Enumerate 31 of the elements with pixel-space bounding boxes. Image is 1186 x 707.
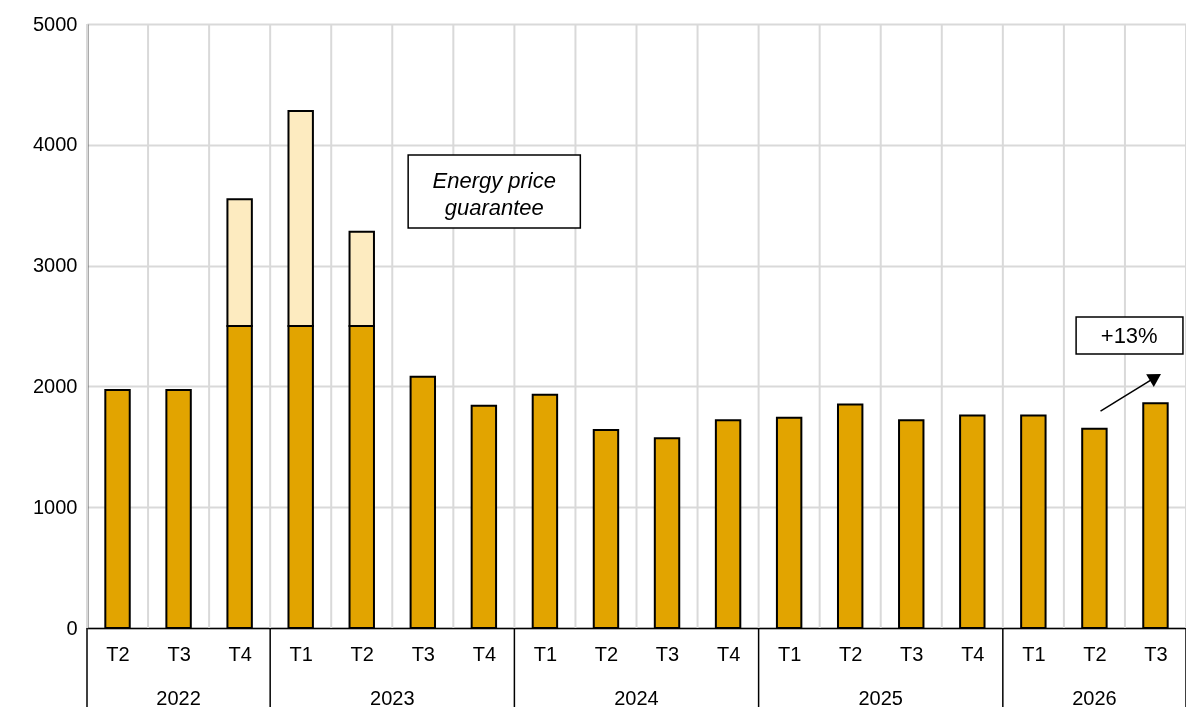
- text: 2024: [614, 687, 659, 707]
- x-tick-label: T2: [1083, 642, 1107, 665]
- text: 2026: [1072, 687, 1117, 707]
- x-tick-label: T4: [472, 642, 497, 665]
- x-tick-label: T2: [594, 642, 619, 665]
- x-tick-label: T1: [533, 642, 558, 665]
- annotation: +13%: [1100, 323, 1158, 349]
- x-tick-label: T2: [839, 642, 863, 665]
- x-tick-label: T1: [777, 642, 802, 665]
- y-tick-label: 2000: [33, 374, 78, 397]
- x-tick-label: T1: [289, 642, 313, 665]
- x-tick-label: T3: [900, 642, 924, 665]
- y-tick-label: 5000: [33, 12, 78, 35]
- y-tick-label: 3000: [33, 254, 78, 277]
- x-tick-label: T2: [350, 642, 374, 665]
- x-tick-label: T2: [106, 642, 130, 665]
- x-tick-label: T3: [1144, 642, 1168, 665]
- x-tick-label: T4: [961, 642, 985, 665]
- x-tick-label: T4: [716, 642, 741, 665]
- y-tick-label: 4000: [33, 133, 78, 156]
- x-tick-label: T3: [411, 642, 435, 665]
- x-tick-label: T4: [228, 642, 252, 665]
- y-tick-label: 1000: [33, 495, 78, 518]
- y-tick-label: 0: [66, 616, 78, 639]
- text: 2025: [858, 687, 903, 707]
- x-tick-label: T3: [655, 642, 680, 665]
- x-tick-label: T3: [167, 642, 191, 665]
- x-tick-label: T1: [1022, 642, 1046, 665]
- text: 2022: [156, 687, 201, 707]
- text: 2023: [370, 687, 415, 707]
- annotation: Energy price guarantee: [432, 168, 556, 221]
